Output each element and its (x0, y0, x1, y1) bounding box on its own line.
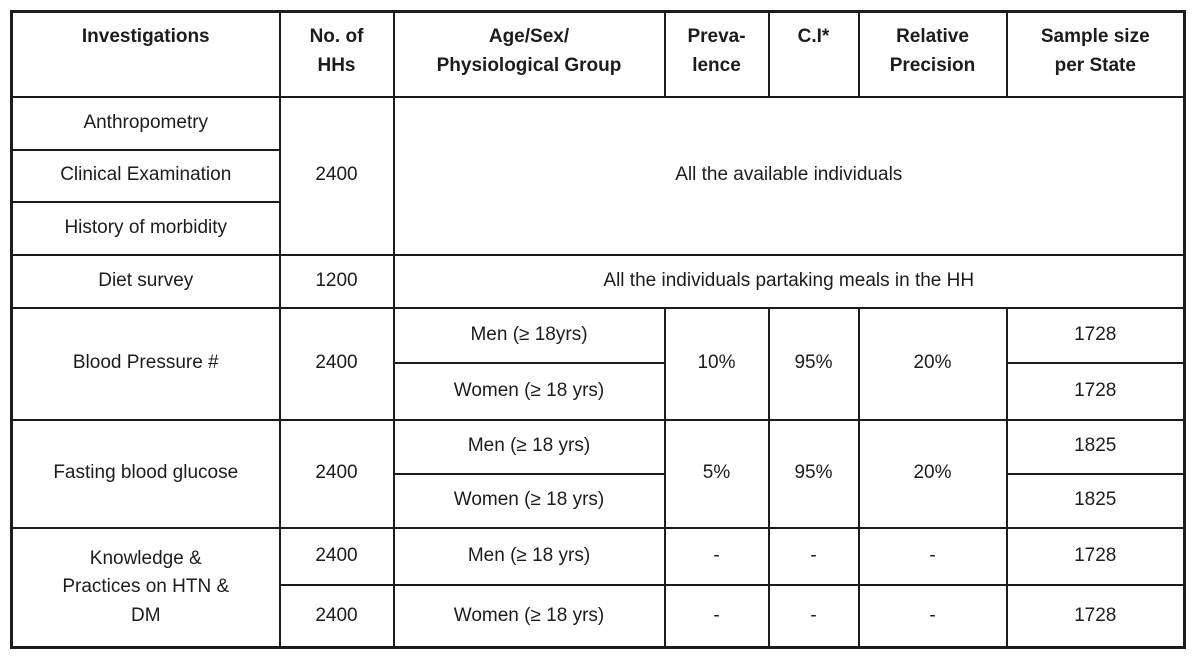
header-row: Investigations No. of HHs Age/Sex/ Physi… (10, 10, 1186, 98)
cell-bp-ci: 95% (767, 306, 860, 421)
cell-fbg-relative-precision: 20% (857, 418, 1008, 529)
col-header-sample-size: Sample size per State (1005, 10, 1186, 98)
row-blood-pressure-women: Women (≥ 18 yrs) 1728 (12, 361, 1186, 421)
row-anthropometry: Anthropometry 2400 All the available ind… (10, 95, 1186, 256)
row-knowledge-practices-women: 2400 Women (≥ 18 yrs) - - - 1728 (12, 583, 1186, 649)
col-header-age-sex-group: Age/Sex/ Physiological Group (392, 10, 666, 98)
cell-hhs-fasting-glucose: 2400 (278, 418, 395, 529)
col-header-investigations: Investigations (10, 10, 281, 98)
cell-fbg-ci: 95% (767, 418, 860, 529)
cell-kp-sample-men: 1728 (1005, 526, 1186, 586)
row-fasting-glucose-men: Fasting blood glucose 2400 Men (≥ 18 yrs… (10, 418, 1186, 529)
cell-fasting-glucose: Fasting blood glucose (10, 418, 281, 529)
cell-history-of-morbidity: History of morbidity (10, 200, 281, 256)
cell-hhs-group1: 2400 (278, 95, 395, 256)
sampling-plan-table: Investigations No. of HHs Age/Sex/ Physi… (10, 10, 1186, 649)
row-blood-pressure-men: Blood Pressure # 2400 Men (≥ 18yrs) 10% … (10, 306, 1186, 421)
cell-fbg-group-men: Men (≥ 18 yrs) (392, 418, 666, 475)
row-fasting-glucose-women: Women (≥ 18 yrs) 1825 (12, 472, 1186, 529)
row-diet-survey: Diet survey 1200 All the individuals par… (10, 253, 1186, 309)
cell-bp-sample-men: 1728 (1005, 306, 1186, 364)
cell-coverage-all-individuals: All the available individuals (392, 95, 1186, 256)
cell-bp-sample-women: 1728 (1005, 361, 1186, 421)
cell-anthropometry: Anthropometry (10, 95, 281, 151)
cell-fbg-group-women: Women (≥ 18 yrs) (392, 472, 666, 529)
row-clinical-examination: Clinical Examination (10, 148, 1185, 203)
cell-bp-relative-precision: 20% (857, 306, 1008, 421)
cell-kp-prevalence-women: - (663, 583, 770, 649)
cell-hhs-kp-women: 2400 (278, 583, 395, 649)
cell-bp-prevalence: 10% (663, 306, 770, 421)
cell-fbg-prevalence: 5% (663, 418, 770, 529)
cell-kp-relative-precision-men: - (857, 526, 1008, 586)
cell-kp-prevalence-men: - (663, 526, 770, 586)
cell-diet-survey: Diet survey (10, 253, 281, 309)
col-header-prevalence: Preva- lence (663, 10, 770, 98)
cell-kp-group-women: Women (≥ 18 yrs) (392, 583, 666, 649)
cell-hhs-diet: 1200 (278, 253, 395, 309)
cell-kp-group-men: Men (≥ 18 yrs) (392, 526, 666, 586)
row-knowledge-practices-men: Knowledge & Practices on HTN & DM 2400 M… (10, 526, 1186, 649)
cell-clinical-examination: Clinical Examination (10, 148, 281, 203)
col-header-no-of-hhs: No. of HHs (278, 10, 395, 98)
cell-blood-pressure: Blood Pressure # (10, 306, 281, 421)
cell-hhs-blood-pressure: 2400 (278, 306, 395, 421)
cell-fbg-sample-women: 1825 (1005, 472, 1186, 529)
cell-kp-ci-men: - (767, 526, 860, 586)
col-header-ci: C.I* (767, 10, 860, 98)
cell-knowledge-practices: Knowledge & Practices on HTN & DM (10, 526, 281, 649)
col-header-relative-precision: Relative Precision (857, 10, 1008, 98)
cell-coverage-diet: All the individuals partaking meals in t… (392, 253, 1186, 309)
cell-hhs-kp-men: 2400 (278, 526, 395, 586)
cell-kp-sample-women: 1728 (1005, 583, 1186, 649)
cell-kp-ci-women: - (767, 583, 860, 649)
cell-bp-group-men: Men (≥ 18yrs) (392, 306, 666, 364)
cell-bp-group-women: Women (≥ 18 yrs) (392, 361, 666, 421)
cell-kp-relative-precision-women: - (857, 583, 1008, 649)
cell-fbg-sample-men: 1825 (1005, 418, 1186, 475)
row-history-of-morbidity: History of morbidity (10, 200, 1185, 256)
